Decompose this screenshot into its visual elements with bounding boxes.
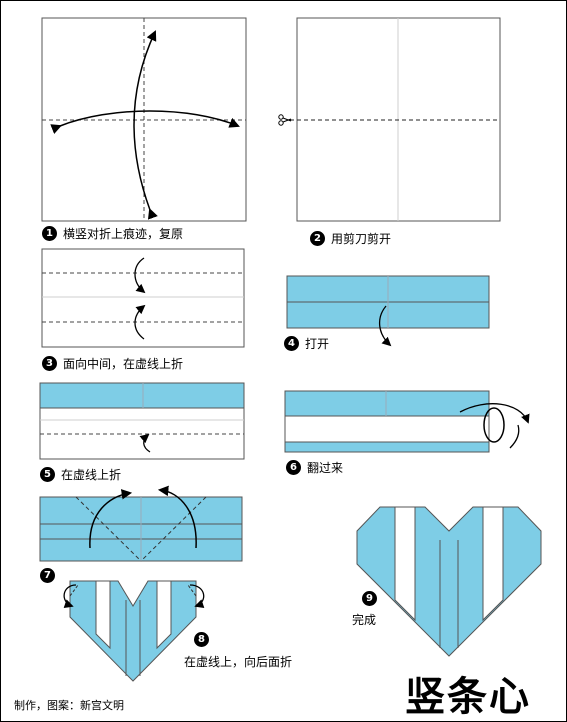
step-1-label: 1 横竖对折上痕迹，复原 [42,225,183,242]
step6-strip-diagram [284,390,530,453]
step5-strip-diagram [39,382,245,460]
step-5-label: 5 在虚线上折 [40,466,121,483]
step-number-badge: 3 [42,356,57,371]
horizontal-fold-arrow [50,110,240,134]
step-number-badge: 8 [194,632,209,647]
step-caption: 面向中间，在虚线上折 [63,357,184,371]
step-caption: 打开 [305,337,330,351]
step-number-badge: 9 [362,591,377,606]
step-9-label: 9 [362,591,377,606]
step-caption: 翻过来 [307,461,344,475]
step-4-label: 4 打开 [284,335,329,352]
step1-square-diagram [41,17,247,222]
step-caption: 横竖对折上痕迹，复原 [63,227,184,241]
step-6-label: 6 翻过来 [286,459,343,476]
credit-line: 制作，图案：新宫文明 [14,699,124,712]
step9-heart-diagram [356,506,542,657]
step7-strip-diagram [39,485,243,562]
step-8-caption: 在虚线上，向后面折 [184,655,293,669]
step2-square-diagram [278,17,501,222]
step-8-label: 8 [194,632,209,647]
step-number-badge: 2 [310,231,325,246]
step-caption: 在虚线上折 [61,468,122,482]
step-caption: 用剪刀剪开 [331,232,392,246]
step-3-label: 3 面向中间，在虚线上折 [42,355,183,372]
step4-strip-diagram [286,275,490,347]
step-number-badge: 1 [42,226,57,241]
step-number-badge: 5 [40,467,55,482]
step-9-caption: 完成 [352,613,377,627]
step3-strip-diagram [41,248,245,348]
step-7-label: 7 [40,568,61,583]
step-number-badge: 4 [284,336,299,351]
step8-heart-diagram [63,580,205,682]
step-number-badge: 7 [40,568,55,583]
scissors-icon [278,114,292,126]
diagram-title: 竖条心 [405,674,531,720]
step-2-label: 2 用剪刀剪开 [310,230,391,247]
step-number-badge: 6 [286,460,301,475]
